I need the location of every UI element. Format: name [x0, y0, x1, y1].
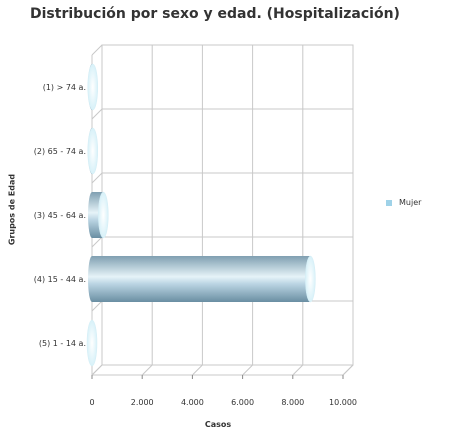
- y-tick-label: (1) > 74 a.: [43, 83, 86, 92]
- bar-base: [88, 192, 96, 238]
- floor-gridline: [192, 364, 203, 376]
- y-axis-label: Grupos de Edad: [7, 173, 17, 246]
- floor-gridline: [242, 364, 253, 376]
- bar-base: [88, 256, 96, 302]
- bar-cap: [98, 191, 109, 239]
- bar: [88, 255, 316, 303]
- side-gridline: [91, 108, 103, 120]
- x-tick-label: 6.000: [231, 398, 254, 407]
- bar-cap: [86, 319, 98, 367]
- y-tick-label: (5) 1 - 14 a.: [39, 339, 86, 348]
- legend-swatch: [386, 199, 392, 206]
- x-tick-label: 2.000: [131, 398, 154, 407]
- side-gridline: [91, 236, 103, 248]
- x-tick-label: 4.000: [181, 398, 204, 407]
- y-tick-label: (4) 15 - 44 a.: [34, 275, 86, 284]
- side-gridline: [91, 172, 103, 184]
- bar-body: [92, 192, 104, 238]
- x-axis-label: Casos: [204, 420, 232, 429]
- floor-edge: [342, 364, 354, 376]
- bar: [86, 319, 98, 367]
- bar-cap: [87, 63, 99, 111]
- x-tick-label: 10.000: [329, 398, 357, 407]
- floor-gridline: [292, 364, 304, 376]
- y-tick-label: (3) 45 - 64 a.: [34, 211, 86, 220]
- bar-cap: [305, 255, 316, 303]
- bar-body: [92, 256, 311, 302]
- floor-gridline: [141, 364, 153, 376]
- y-tick-label: (2) 65 - 74 a.: [34, 147, 86, 156]
- side-gridline: [91, 44, 103, 56]
- x-tick-label: 0: [89, 398, 94, 407]
- bar: [88, 191, 109, 239]
- side-gridline: [91, 364, 103, 376]
- x-tick-label: 8.000: [281, 398, 304, 407]
- bar: [87, 127, 99, 175]
- bar: [87, 63, 99, 111]
- side-gridline: [91, 300, 103, 312]
- chart-title: Distribución por sexo y edad. (Hospitali…: [30, 6, 400, 22]
- back-wall: [101, 44, 354, 366]
- legend-label: Mujer: [399, 198, 422, 207]
- legend[interactable]: Mujer: [386, 198, 421, 207]
- bar-cap: [87, 127, 99, 175]
